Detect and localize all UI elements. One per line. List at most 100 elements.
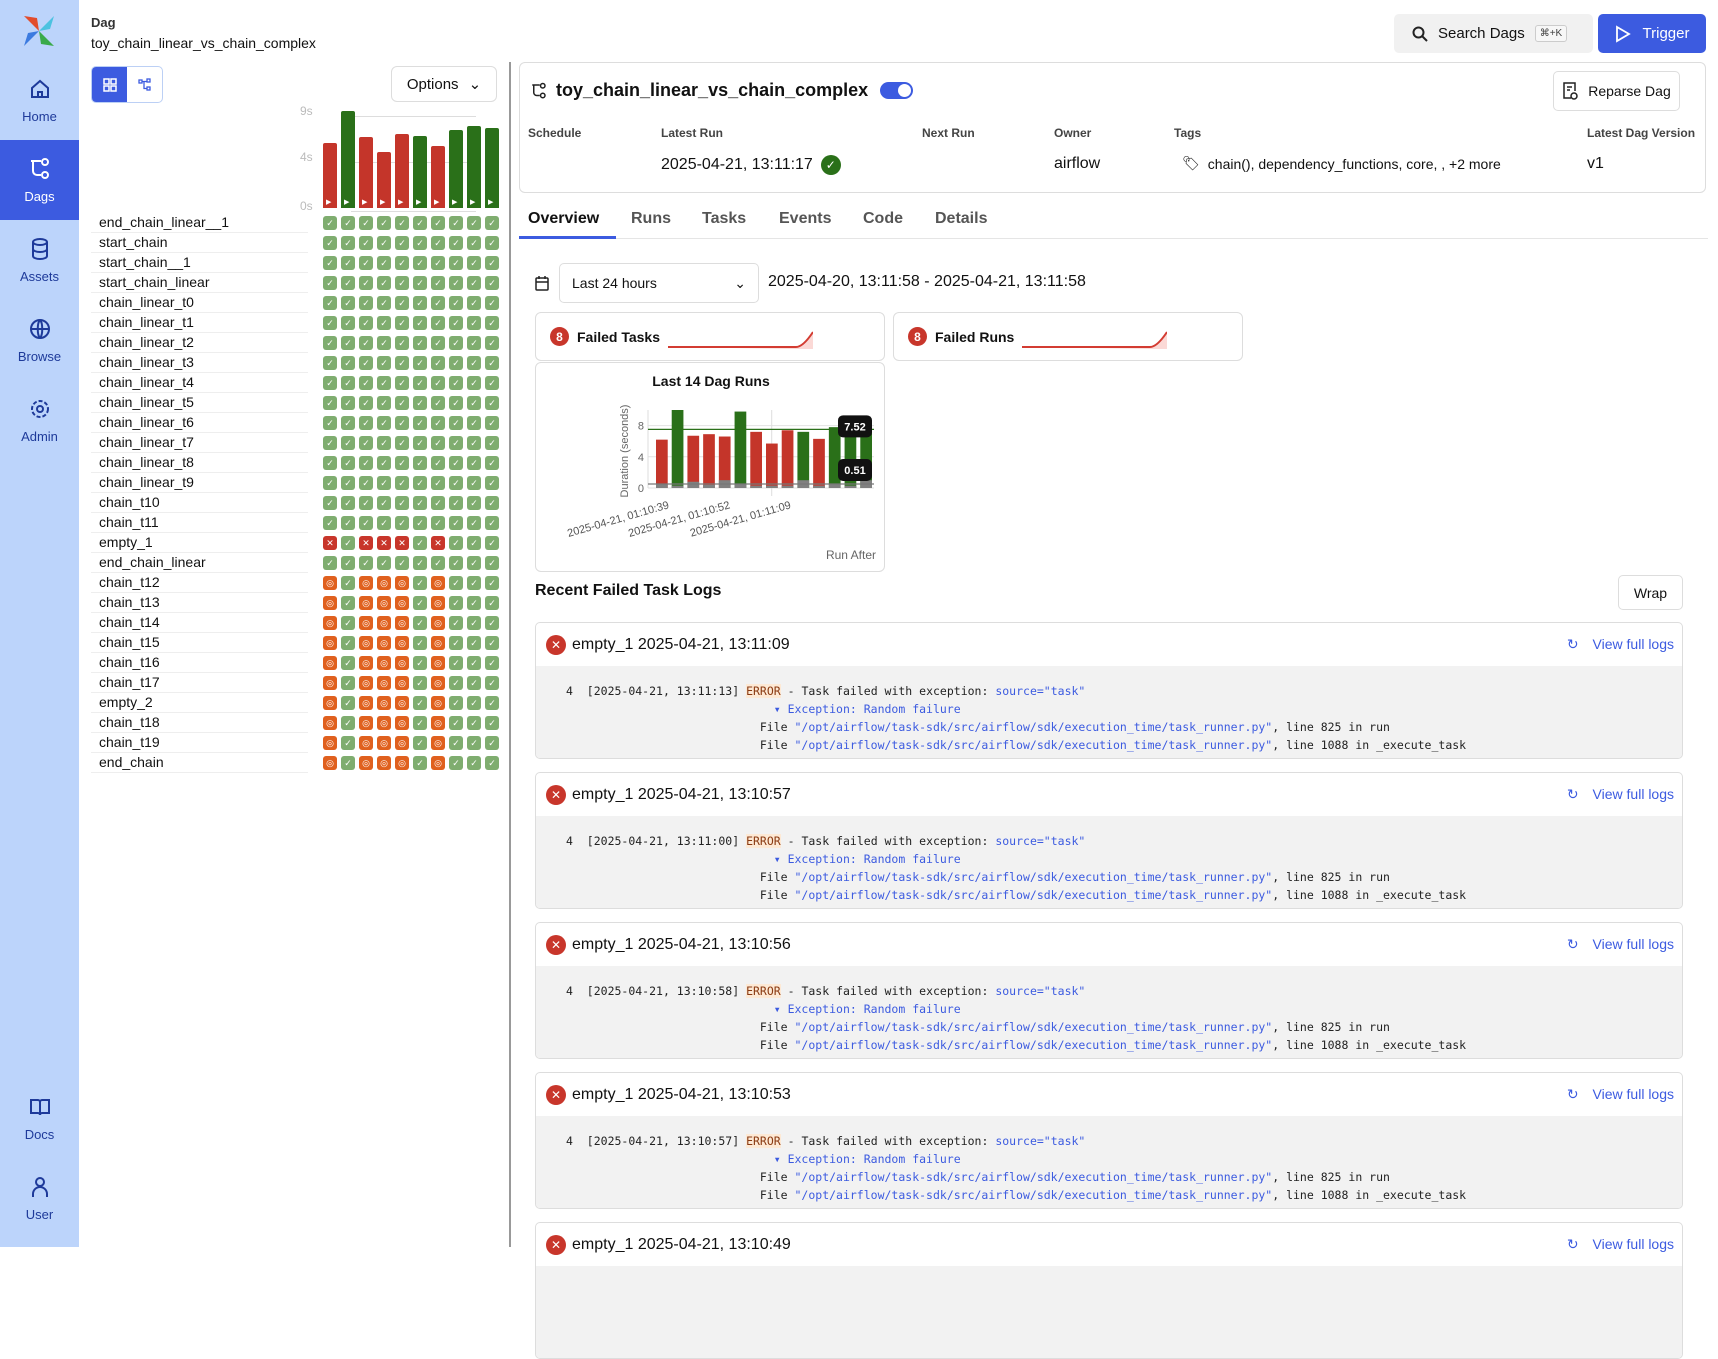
task-instance-success[interactable]: ✓ [467, 236, 481, 250]
task-row[interactable]: start_chain_linear [91, 273, 308, 293]
task-instance-success[interactable]: ✓ [467, 276, 481, 290]
task-instance-success[interactable]: ✓ [341, 496, 355, 510]
task-row[interactable]: end_chain_linear__1 [91, 213, 308, 233]
run-duration-bar[interactable] [703, 434, 715, 488]
task-instance-success[interactable]: ✓ [449, 516, 463, 530]
task-instance-success[interactable]: ✓ [377, 436, 391, 450]
view-full-logs-link[interactable]: ↻ View full logs [1567, 786, 1674, 803]
task-instance-success[interactable]: ✓ [359, 556, 373, 570]
breadcrumb-dag-title[interactable]: toy_chain_linear_vs_chain_complex [91, 35, 316, 51]
queued-duration-bar[interactable] [828, 484, 841, 488]
task-instance-success[interactable]: ✓ [467, 676, 481, 690]
task-instance-success[interactable]: ✓ [413, 516, 427, 530]
task-instance-success[interactable]: ✓ [485, 456, 499, 470]
task-row[interactable]: chain_linear_t4 [91, 373, 308, 393]
task-instance-upstream_failed[interactable]: ◎ [395, 636, 409, 650]
task-instance-success[interactable]: ✓ [467, 496, 481, 510]
task-instance-success[interactable]: ✓ [395, 496, 409, 510]
task-instance-success[interactable]: ✓ [431, 436, 445, 450]
task-instance-success[interactable]: ✓ [413, 276, 427, 290]
task-instance-success[interactable]: ✓ [341, 356, 355, 370]
task-instance-success[interactable]: ✓ [485, 216, 499, 230]
tab-overview[interactable]: Overview [528, 210, 600, 227]
task-instance-success[interactable]: ✓ [413, 476, 427, 490]
run-duration-bar[interactable] [734, 411, 747, 488]
run-duration-bar[interactable] [687, 435, 700, 488]
task-instance-upstream_failed[interactable]: ◎ [431, 656, 445, 670]
task-instance-success[interactable]: ✓ [485, 756, 499, 770]
task-instance-success[interactable]: ✓ [413, 376, 427, 390]
task-instance-success[interactable]: ✓ [359, 236, 373, 250]
task-instance-success[interactable]: ✓ [359, 456, 373, 470]
task-instance-success[interactable]: ✓ [413, 216, 427, 230]
sidebar-item-home[interactable]: Home [0, 60, 79, 140]
task-instance-success[interactable]: ✓ [467, 756, 481, 770]
task-instance-upstream_failed[interactable]: ◎ [323, 716, 337, 730]
task-instance-success[interactable]: ✓ [467, 376, 481, 390]
task-instance-success[interactable]: ✓ [467, 616, 481, 630]
task-instance-success[interactable]: ✓ [341, 296, 355, 310]
task-instance-success[interactable]: ✓ [413, 556, 427, 570]
run-duration-bar[interactable]: ▶ [359, 137, 373, 208]
search-dags-button[interactable]: Search Dags ⌘+K [1394, 14, 1593, 53]
task-instance-success[interactable]: ✓ [395, 556, 409, 570]
time-range-select[interactable]: Last 24 hours ⌄ [559, 263, 759, 303]
queued-duration-bar[interactable] [703, 484, 715, 488]
task-instance-success[interactable]: ✓ [323, 236, 337, 250]
task-instance-success[interactable]: ✓ [449, 476, 463, 490]
task-instance-success[interactable]: ✓ [359, 436, 373, 450]
task-instance-success[interactable]: ✓ [467, 576, 481, 590]
view-full-logs-link[interactable]: ↻ View full logs [1567, 936, 1674, 953]
task-instance-upstream_failed[interactable]: ◎ [377, 676, 391, 690]
task-instance-success[interactable]: ✓ [323, 376, 337, 390]
task-instance-success[interactable]: ✓ [431, 476, 445, 490]
task-instance-success[interactable]: ✓ [449, 576, 463, 590]
task-instance-upstream_failed[interactable]: ◎ [431, 576, 445, 590]
task-instance-success[interactable]: ✓ [377, 416, 391, 430]
task-instance-success[interactable]: ✓ [395, 516, 409, 530]
task-instance-success[interactable]: ✓ [341, 416, 355, 430]
task-instance-success[interactable]: ✓ [431, 356, 445, 370]
task-instance-success[interactable]: ✓ [413, 236, 427, 250]
task-instance-success[interactable]: ✓ [341, 376, 355, 390]
task-instance-success[interactable]: ✓ [341, 556, 355, 570]
task-instance-upstream_failed[interactable]: ◎ [431, 696, 445, 710]
tab-tasks[interactable]: Tasks [702, 210, 747, 227]
task-instance-upstream_failed[interactable]: ◎ [359, 756, 373, 770]
task-instance-upstream_failed[interactable]: ◎ [323, 636, 337, 650]
task-instance-success[interactable]: ✓ [341, 756, 355, 770]
log-title[interactable]: empty_1 2025-04-21, 13:10:57 [572, 785, 791, 803]
task-instance-success[interactable]: ✓ [449, 556, 463, 570]
task-row[interactable]: chain_linear_t6 [91, 413, 308, 433]
task-instance-success[interactable]: ✓ [377, 476, 391, 490]
task-instance-success[interactable]: ✓ [431, 296, 445, 310]
task-instance-upstream_failed[interactable]: ◎ [395, 576, 409, 590]
sidebar-item-admin[interactable]: Admin [0, 380, 79, 460]
task-instance-success[interactable]: ✓ [449, 216, 463, 230]
task-instance-success[interactable]: ✓ [359, 256, 373, 270]
task-instance-upstream_failed[interactable]: ◎ [359, 656, 373, 670]
task-instance-success[interactable]: ✓ [449, 396, 463, 410]
run-duration-bar[interactable] [671, 410, 684, 488]
task-instance-success[interactable]: ✓ [395, 316, 409, 330]
run-duration-bar[interactable]: ▶ [395, 134, 409, 208]
task-instance-upstream_failed[interactable]: ◎ [431, 636, 445, 650]
task-instance-success[interactable]: ✓ [485, 376, 499, 390]
task-instance-success[interactable]: ✓ [323, 356, 337, 370]
task-instance-success[interactable]: ✓ [323, 556, 337, 570]
task-instance-upstream_failed[interactable]: ◎ [377, 696, 391, 710]
task-instance-success[interactable]: ✓ [431, 396, 445, 410]
task-instance-success[interactable]: ✓ [485, 576, 499, 590]
task-instance-upstream_failed[interactable]: ◎ [395, 736, 409, 750]
task-instance-upstream_failed[interactable]: ◎ [323, 676, 337, 690]
wrap-button[interactable]: Wrap [1618, 575, 1683, 610]
task-instance-success[interactable]: ✓ [395, 336, 409, 350]
log-exception[interactable]: ▾ Exception: Random failure [773, 852, 961, 866]
task-instance-upstream_failed[interactable]: ◎ [359, 676, 373, 690]
task-instance-upstream_failed[interactable]: ◎ [395, 756, 409, 770]
run-duration-bar[interactable] [797, 431, 810, 488]
sidebar-item-user[interactable]: User [0, 1158, 79, 1238]
task-instance-upstream_failed[interactable]: ◎ [323, 696, 337, 710]
task-instance-upstream_failed[interactable]: ◎ [395, 616, 409, 630]
task-instance-success[interactable]: ✓ [341, 636, 355, 650]
